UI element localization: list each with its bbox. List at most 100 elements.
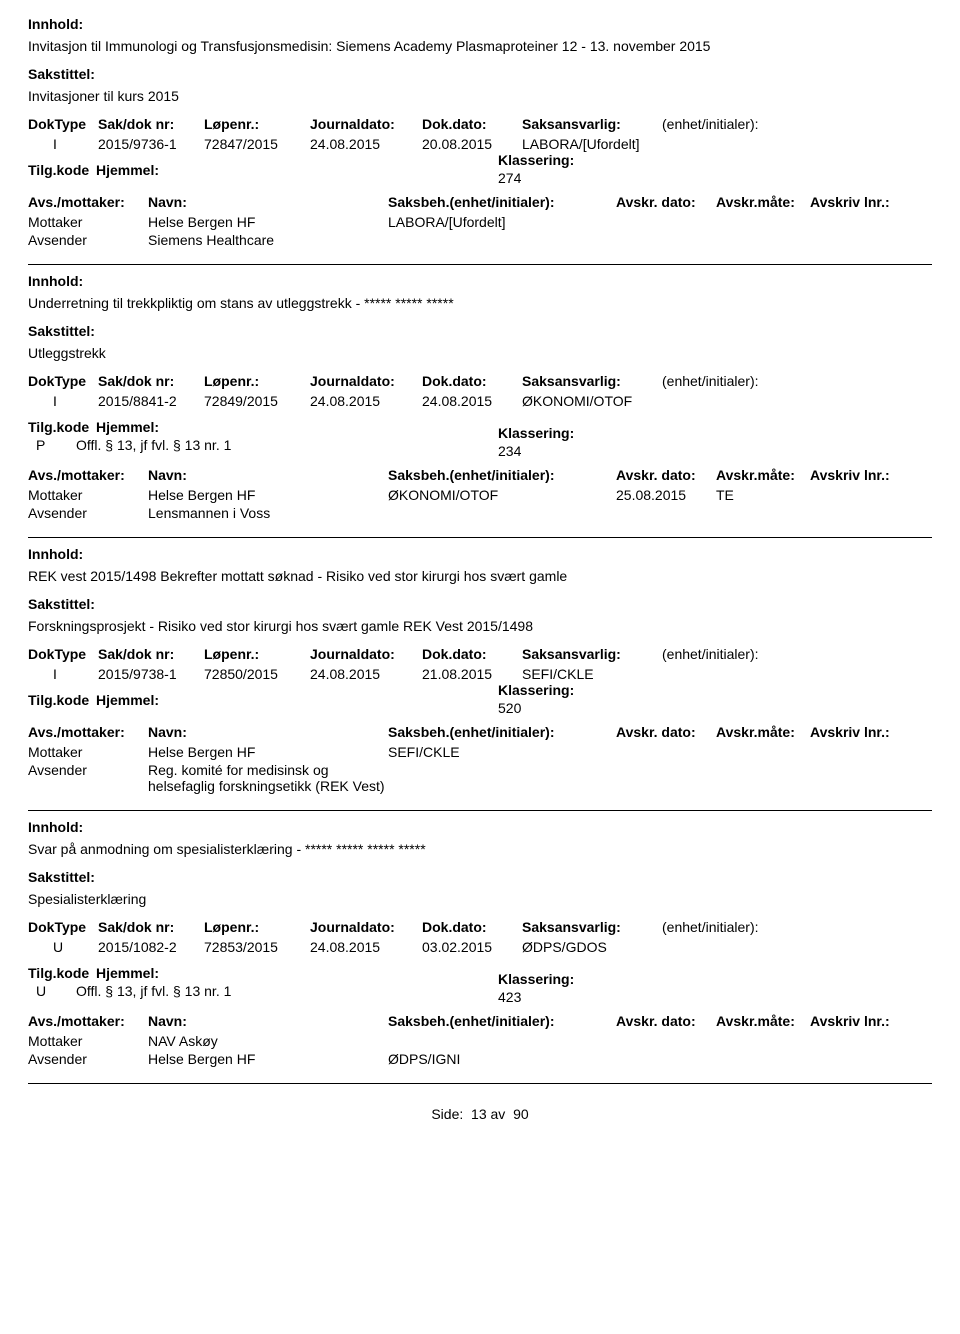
journal-entry: Innhold: Invitasjon til Immunologi og Tr… xyxy=(28,8,932,265)
footer-page: 13 xyxy=(471,1106,487,1122)
sakstittel-text: Invitasjoner til kurs 2015 xyxy=(28,88,932,104)
klassering-block: Klassering: 274 xyxy=(498,152,932,186)
doktype-value: I xyxy=(53,393,98,409)
sakstittel-label: Sakstittel: xyxy=(28,869,932,885)
page-footer: Side: 13 av 90 xyxy=(28,1106,932,1122)
avsender-name: Helse Bergen HF xyxy=(148,1051,388,1067)
mottaker-saksbeh: SEFI/CKLE xyxy=(388,744,616,760)
avskrmate-label: Avskr.måte: xyxy=(716,1013,810,1029)
meta-value-row: U 2015/1082-2 72853/2015 24.08.2015 03.0… xyxy=(28,939,932,955)
navn-label: Navn: xyxy=(148,724,388,740)
sakstittel-label: Sakstittel: xyxy=(28,596,932,612)
avskrivlnr-label: Avskriv lnr.: xyxy=(810,194,890,210)
mottaker-avskrmate: TE xyxy=(716,487,810,503)
saknr-label: Sak/dok nr: xyxy=(98,116,204,132)
avsender-role: Avsender xyxy=(28,505,148,521)
dokdato-value: 21.08.2015 xyxy=(422,666,522,682)
meta-value-row: I 2015/9736-1 72847/2015 24.08.2015 20.0… xyxy=(28,136,932,152)
mottaker-name: Helse Bergen HF xyxy=(148,214,388,230)
innhold-text: REK vest 2015/1498 Bekrefter mottatt søk… xyxy=(28,568,932,584)
tilgkode-value: U xyxy=(28,983,76,999)
journaldato-label: Journaldato: xyxy=(310,646,422,662)
enhet-label: (enhet/initialer): xyxy=(662,116,759,132)
lopenr-value: 72853/2015 xyxy=(204,939,310,955)
innhold-text: Invitasjon til Immunologi og Transfusjon… xyxy=(28,38,932,54)
footer-sep: av xyxy=(491,1106,506,1122)
avsender-name: Reg. komité for medisinsk og helsefaglig… xyxy=(148,762,388,794)
journaldato-label: Journaldato: xyxy=(310,373,422,389)
avsender-role: Avsender xyxy=(28,762,148,794)
lopenr-value: 72849/2015 xyxy=(204,393,310,409)
saknr-value: 2015/9736-1 xyxy=(98,136,204,152)
tilgkode-label: Tilg.kode xyxy=(28,162,96,178)
saksansvarlig-value: ØKONOMI/OTOF xyxy=(522,393,662,409)
avsender-saksbeh xyxy=(388,762,616,794)
avsender-saksbeh xyxy=(388,232,616,248)
mottaker-avskrdato xyxy=(616,744,716,760)
lopenr-value: 72847/2015 xyxy=(204,136,310,152)
journaldato-label: Journaldato: xyxy=(310,116,422,132)
doktype-value: U xyxy=(53,939,98,955)
mottaker-avskrmate xyxy=(716,744,810,760)
mottaker-saksbeh: ØKONOMI/OTOF xyxy=(388,487,616,503)
meta-header-row: DokType Sak/dok nr: Løpenr.: Journaldato… xyxy=(28,646,932,662)
avs-header-row: Avs./mottaker: Navn: Saksbeh.(enhet/init… xyxy=(28,194,932,210)
meta-value-row: I 2015/8841-2 72849/2015 24.08.2015 24.0… xyxy=(28,393,932,409)
mottaker-row: Mottaker Helse Bergen HF SEFI/CKLE xyxy=(28,744,932,760)
journaldato-value: 24.08.2015 xyxy=(310,136,422,152)
innhold-label: Innhold: xyxy=(28,273,932,289)
mottaker-name: NAV Askøy xyxy=(148,1033,388,1049)
saknr-value: 2015/9738-1 xyxy=(98,666,204,682)
mottaker-saksbeh xyxy=(388,1033,616,1049)
avskrdato-label: Avskr. dato: xyxy=(616,1013,716,1029)
avs-header-row: Avs./mottaker: Navn: Saksbeh.(enhet/init… xyxy=(28,467,932,483)
hjemmel-label: Hjemmel: xyxy=(96,419,159,435)
hjemmel-value-row: P Offl. § 13, jf fvl. § 13 nr. 1 xyxy=(28,437,932,453)
avs-header-row: Avs./mottaker: Navn: Saksbeh.(enhet/init… xyxy=(28,1013,932,1029)
tilgkode-value: P xyxy=(28,437,76,453)
journal-entry: Innhold: Svar på anmodning om spesialist… xyxy=(28,811,932,1084)
enhet-label: (enhet/initialer): xyxy=(662,373,759,389)
avsender-role: Avsender xyxy=(28,1051,148,1067)
dokdato-label: Dok.dato: xyxy=(422,373,522,389)
avskrdato-label: Avskr. dato: xyxy=(616,194,716,210)
sakstittel-text: Spesialisterklæring xyxy=(28,891,932,907)
avsender-saksbeh xyxy=(388,505,616,521)
avsender-row: Avsender Reg. komité for medisinsk og he… xyxy=(28,762,932,794)
journal-entry: Innhold: Underretning til trekkpliktig o… xyxy=(28,265,932,538)
saknr-label: Sak/dok nr: xyxy=(98,373,204,389)
hjemmel-label: Hjemmel: xyxy=(96,692,159,708)
navn-label: Navn: xyxy=(148,467,388,483)
navn-label: Navn: xyxy=(148,194,388,210)
saksbeh-label: Saksbeh.(enhet/initialer): xyxy=(388,467,616,483)
saknr-label: Sak/dok nr: xyxy=(98,646,204,662)
klassering-label: Klassering: xyxy=(498,682,932,698)
tilgkode-label: Tilg.kode xyxy=(28,965,96,981)
enhet-label: (enhet/initialer): xyxy=(662,646,759,662)
saksansvarlig-label: Saksansvarlig: xyxy=(522,373,662,389)
mottaker-role: Mottaker xyxy=(28,214,148,230)
meta-header-row: DokType Sak/dok nr: Løpenr.: Journaldato… xyxy=(28,919,932,935)
meta-value-row: I 2015/9738-1 72850/2015 24.08.2015 21.0… xyxy=(28,666,932,682)
hjemmel-value-row: U Offl. § 13, jf fvl. § 13 nr. 1 xyxy=(28,983,932,999)
dokdato-value: 03.02.2015 xyxy=(422,939,522,955)
doktype-label: DokType xyxy=(28,373,98,389)
meta-header-row: DokType Sak/dok nr: Løpenr.: Journaldato… xyxy=(28,373,932,389)
footer-label: Side: xyxy=(431,1106,463,1122)
enhet-label: (enhet/initialer): xyxy=(662,919,759,935)
mottaker-avskrdato xyxy=(616,1033,716,1049)
dokdato-label: Dok.dato: xyxy=(422,116,522,132)
mottaker-row: Mottaker Helse Bergen HF ØKONOMI/OTOF 25… xyxy=(28,487,932,503)
mottaker-name: Helse Bergen HF xyxy=(148,744,388,760)
journaldato-value: 24.08.2015 xyxy=(310,939,422,955)
lopenr-label: Løpenr.: xyxy=(204,919,310,935)
mottaker-row: Mottaker NAV Askøy xyxy=(28,1033,932,1049)
doktype-label: DokType xyxy=(28,919,98,935)
saknr-value: 2015/8841-2 xyxy=(98,393,204,409)
journaldato-value: 24.08.2015 xyxy=(310,666,422,682)
mottaker-avskrmate xyxy=(716,1033,810,1049)
doktype-label: DokType xyxy=(28,646,98,662)
sakstittel-text: Forskningsprosjekt - Risiko ved stor kir… xyxy=(28,618,932,634)
lopenr-label: Løpenr.: xyxy=(204,373,310,389)
avsender-role: Avsender xyxy=(28,232,148,248)
